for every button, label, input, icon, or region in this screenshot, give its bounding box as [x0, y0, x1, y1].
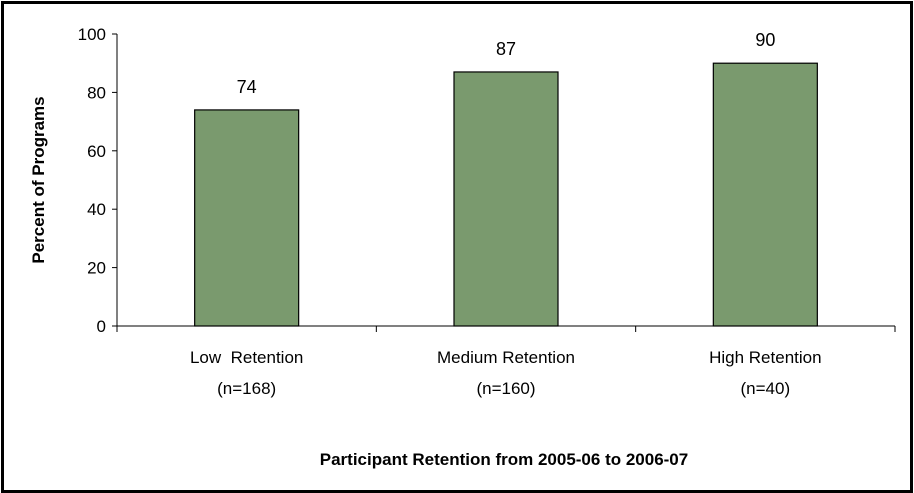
- bars: [194, 62, 818, 327]
- category-label: High Retention: [709, 348, 821, 367]
- x-axis: [116, 325, 896, 332]
- data-label: 90: [755, 30, 775, 50]
- y-tick-label: 100: [78, 25, 106, 44]
- category-label: (n=40): [741, 379, 791, 398]
- data-labels: 74 87 90: [237, 30, 776, 97]
- bar: [453, 71, 559, 327]
- category-label: Low Retention: [190, 348, 303, 367]
- data-label: 74: [237, 77, 257, 97]
- y-tick-label: 40: [87, 200, 106, 219]
- category-label: Medium Retention: [437, 348, 575, 367]
- data-label: 87: [496, 39, 516, 59]
- x-axis-title: Participant Retention from 2005-06 to 20…: [320, 450, 688, 469]
- bar: [194, 109, 300, 327]
- bar: [712, 62, 818, 327]
- category-label: (n=160): [476, 379, 535, 398]
- category-label: (n=168): [217, 379, 276, 398]
- y-tick-label: 80: [87, 83, 106, 102]
- y-tick-label: 60: [87, 142, 106, 161]
- y-axis-title: Percent of Programs: [29, 96, 48, 263]
- y-tick-label: 0: [97, 317, 106, 336]
- category-labels: Low Retention (n=168) Medium Retention (n=1…: [190, 348, 822, 398]
- y-tick-label: 20: [87, 259, 106, 278]
- y-axis: 0 20 40 60 80 100: [78, 25, 118, 336]
